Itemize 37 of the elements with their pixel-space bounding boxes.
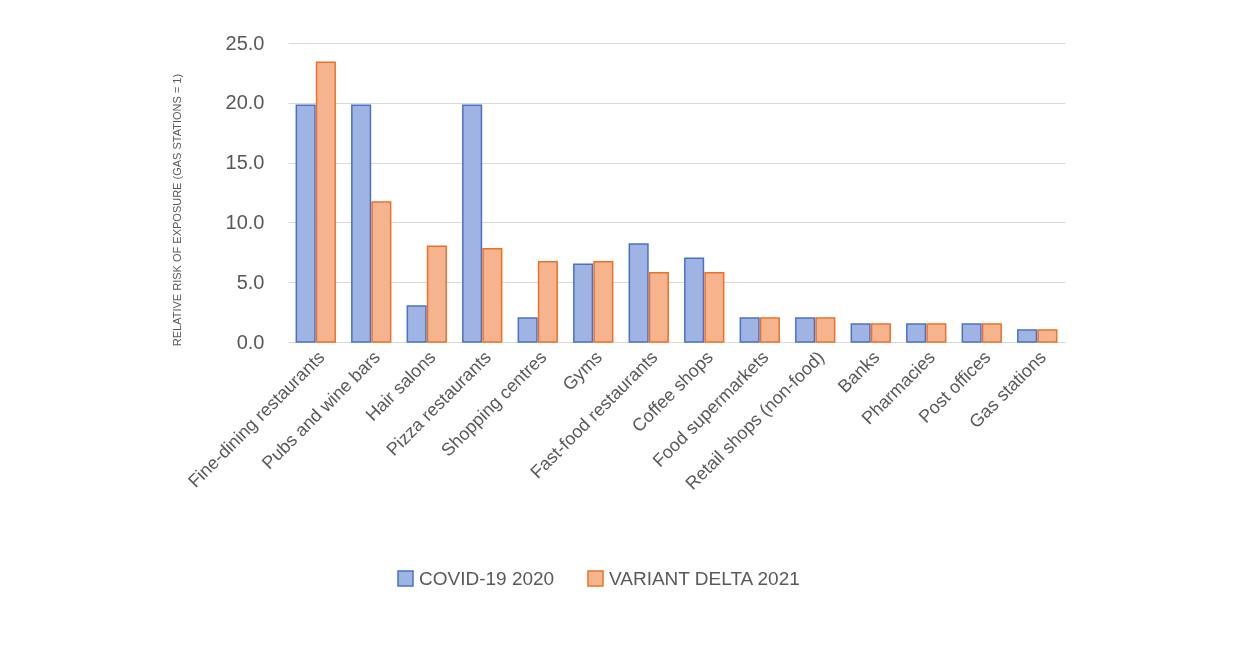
bar: [795, 317, 816, 343]
bar: [759, 317, 780, 343]
bar: [1037, 329, 1058, 343]
bar: [593, 261, 614, 343]
bar: [573, 263, 594, 343]
bar: [351, 104, 372, 343]
bar: [426, 245, 447, 343]
bar: [926, 323, 947, 343]
bar: [628, 243, 649, 343]
bar: [295, 104, 316, 343]
bar: [482, 247, 503, 343]
bar: [906, 323, 927, 343]
y-tick-label: 0.0: [236, 330, 265, 353]
bar: [850, 323, 871, 343]
bar: [684, 257, 705, 343]
bar: [371, 201, 392, 343]
bar: [517, 317, 538, 343]
bar: [462, 104, 483, 343]
y-axis-title: RELATIVE RISK OF EXPOSURE (GAS STATIONS = 1): [170, 73, 183, 347]
bar: [1017, 329, 1038, 343]
y-tick-label: 25.0: [225, 31, 265, 54]
bar: [739, 317, 760, 343]
legend-label: VARIANT DELTA 2021: [609, 567, 800, 589]
bar: [406, 305, 427, 343]
y-tick-label: 20.0: [225, 91, 265, 114]
bar: [704, 271, 725, 343]
y-tick-label: 5.0: [236, 270, 265, 293]
bar: [815, 317, 836, 343]
legend-label: COVID-19 2020: [419, 567, 555, 589]
y-tick-label: 10.0: [225, 210, 265, 233]
y-tick-label: 15.0: [225, 151, 265, 174]
bar: [315, 61, 336, 343]
bar: [961, 323, 982, 343]
bar: [870, 323, 891, 343]
bar: [537, 261, 558, 343]
bar: [981, 323, 1002, 343]
bar: [648, 271, 669, 343]
